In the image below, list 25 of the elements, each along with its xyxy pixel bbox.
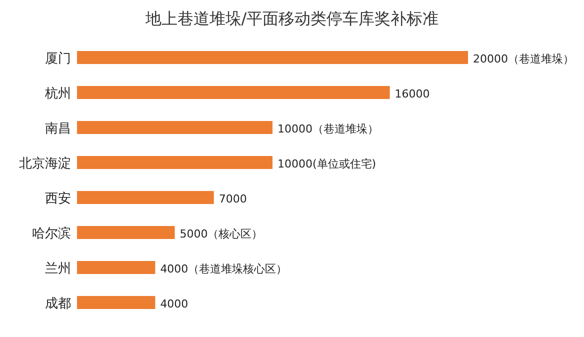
chart-title: 地上巷道堆垛/平面移动类停车库奖补标准 — [144, 9, 439, 28]
data-label: 10000（巷道堆垛） — [278, 122, 378, 136]
y-tick-label: 北京海淀 — [19, 156, 71, 172]
y-tick-label: 兰州 — [45, 262, 71, 276]
y-tick-label: 厦门 — [45, 50, 71, 66]
y-tick-label: 南昌 — [45, 122, 71, 136]
y-tick-label: 杭州 — [44, 86, 71, 102]
bar — [77, 226, 175, 239]
data-label: 10000(单位或住宅) — [278, 158, 376, 170]
bar — [77, 51, 468, 64]
bar — [77, 121, 272, 134]
bar — [77, 156, 272, 169]
data-label: 7000 — [218, 192, 247, 206]
data-label: 20000（巷道堆垛） — [473, 52, 574, 66]
data-label: 4000（巷道堆垛核心区） — [160, 262, 288, 276]
bar — [77, 86, 390, 99]
data-label: 4000 — [160, 298, 188, 310]
bar — [77, 191, 214, 204]
data-label: 16000 — [394, 88, 430, 100]
bar — [77, 261, 156, 274]
y-tick-label: 哈尔滨 — [32, 226, 71, 242]
data-label: 5000（核心区） — [180, 228, 263, 240]
bar — [77, 296, 156, 309]
y-tick-label: 成都 — [45, 296, 71, 312]
y-tick-label: 西安 — [45, 190, 71, 206]
